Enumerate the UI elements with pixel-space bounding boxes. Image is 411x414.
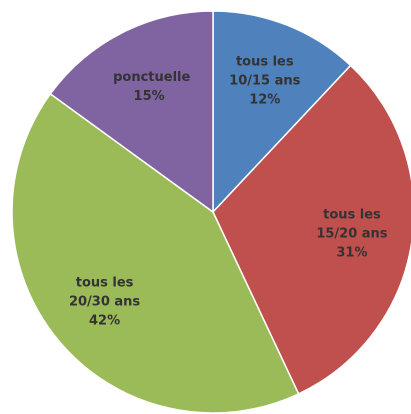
value-label: 31% [336,245,368,261]
category-label: ponctuelle [113,69,191,85]
slice-label: tous les 20/30 ans 42% [69,273,141,330]
pie-slice [212,10,352,214]
pie-slice [212,64,411,395]
value-label: 15% [133,88,165,104]
category-label: tous les 15/20 ans [316,207,388,242]
pie-slice [49,10,214,214]
category-label: tous les 20/30 ans [68,275,141,310]
slice-label: tous les 15/20 ans 31% [316,206,388,263]
pie-slice [11,92,300,414]
value-label: 12% [249,92,281,108]
slice-label: ponctuelle 15% [113,68,191,106]
value-label: 42% [89,313,121,329]
slice-label: tous les 10/15 ans 12% [229,53,301,110]
category-label: tous les 10/15 ans [229,54,301,89]
